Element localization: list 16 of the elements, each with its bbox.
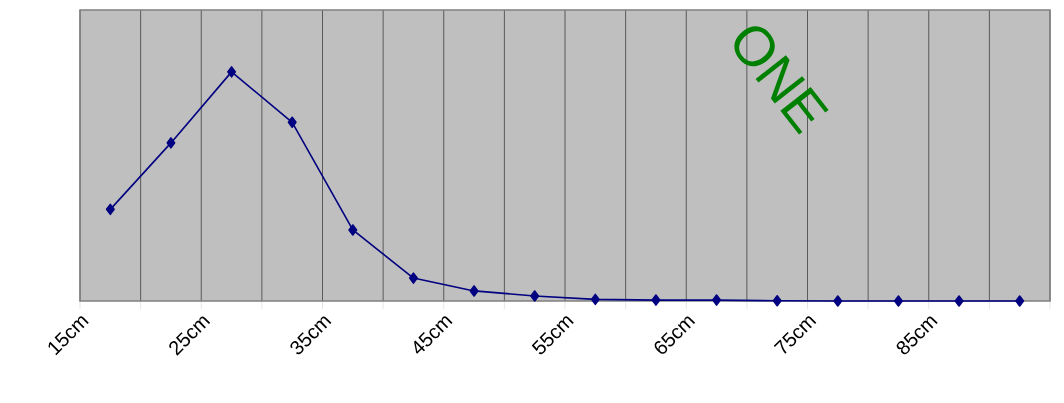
- point: [469, 285, 479, 297]
- point: [408, 272, 418, 284]
- point: [954, 295, 964, 307]
- point: [1015, 295, 1025, 307]
- point: [348, 224, 358, 236]
- point: [712, 294, 722, 306]
- point: [227, 66, 237, 78]
- point: [833, 295, 843, 307]
- point: [772, 294, 782, 307]
- point: [287, 116, 297, 129]
- point: [105, 203, 115, 216]
- point: [893, 295, 903, 307]
- point: [166, 137, 176, 149]
- point: [530, 290, 540, 302]
- point: [590, 293, 600, 306]
- point: [651, 294, 661, 306]
